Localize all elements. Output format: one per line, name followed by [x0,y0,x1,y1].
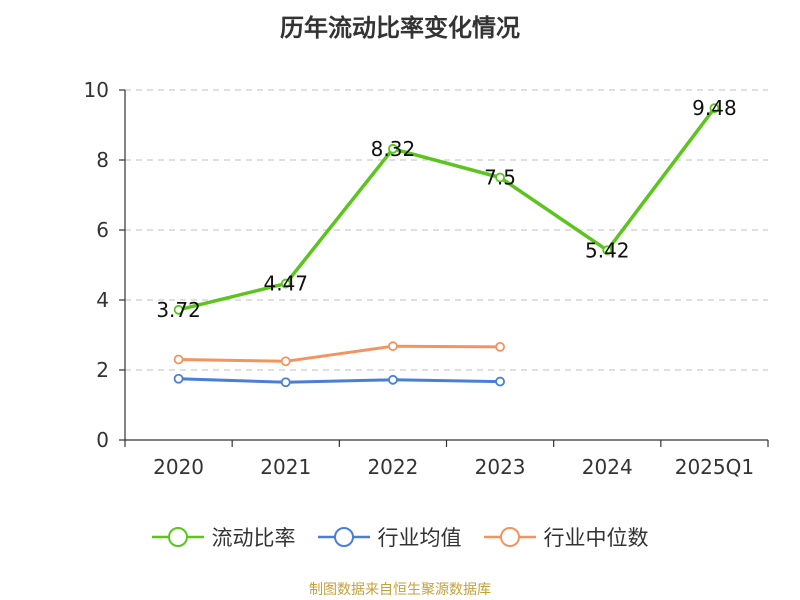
y-tick-label: 2 [96,358,109,382]
data-point[interactable] [280,356,291,367]
grid-lines [125,89,768,371]
legend-circle [333,527,354,547]
data-label: 5.42 [585,238,630,262]
data-label: 8.32 [371,137,416,161]
data-point[interactable] [388,374,398,385]
legend-label: 行业均值 [377,526,462,550]
x-tick-label: 2025Q1 [675,455,754,479]
legend: 流动比率 行业均值 行业中位数 [0,520,800,554]
x-tick-label: 2022 [367,455,418,479]
data-point[interactable] [602,245,613,256]
legend-label: 流动比率 [211,526,296,550]
data-point[interactable] [280,377,291,388]
data-point[interactable] [173,373,184,384]
legend-circle [167,527,188,547]
data-point[interactable] [388,143,398,154]
data-label: 7.5 [484,166,516,190]
data-point[interactable] [173,304,184,315]
legend-line-circle-icon [317,527,370,547]
legend-item-1[interactable]: 行业均值 [317,522,462,552]
x-tick-label: 2021 [260,455,311,479]
data-point[interactable] [495,376,505,387]
y-tick-label: 0 [96,428,109,452]
y-tick-label: 8 [96,148,109,172]
data-label: 4.47 [263,272,308,296]
x-tick-label: 2023 [475,455,526,479]
data-labels: 3.72 4.47 8.32 7.5 5.42 9.48 [156,96,736,322]
series-lines [173,103,720,388]
y-tick-label: 10 [84,78,109,102]
y-tick-label: 4 [96,288,109,312]
series-line-1 [177,377,502,384]
x-tick-label: 2020 [153,455,204,479]
legend-item-0[interactable]: 流动比率 [151,522,296,552]
legend-line-circle-icon [483,527,536,547]
data-point[interactable] [495,341,505,352]
source-note: 制图数据来自恒生聚源数据库 [309,582,491,598]
data-label: 9.48 [692,96,737,120]
data-point[interactable] [280,278,291,289]
x-tick-label: 2024 [582,455,633,479]
legend-item-2[interactable]: 行业中位数 [483,522,649,552]
series-line-2 [177,344,502,363]
data-point[interactable] [388,341,398,352]
data-point[interactable] [709,103,720,114]
legend-label: 行业中位数 [543,526,649,550]
series-line-0 [176,106,717,312]
legend-line-circle-icon [151,527,204,547]
data-point[interactable] [495,172,505,183]
legend-circle [499,527,520,547]
data-point[interactable] [173,354,184,365]
axes: 0 2 4 6 8 10 2020 2021 2022 2023 2024 2025Q1 [84,78,769,479]
data-label: 3.72 [156,298,201,322]
chart-title: 历年流动比率变化情况 [280,14,520,42]
y-tick-label: 6 [96,218,109,242]
